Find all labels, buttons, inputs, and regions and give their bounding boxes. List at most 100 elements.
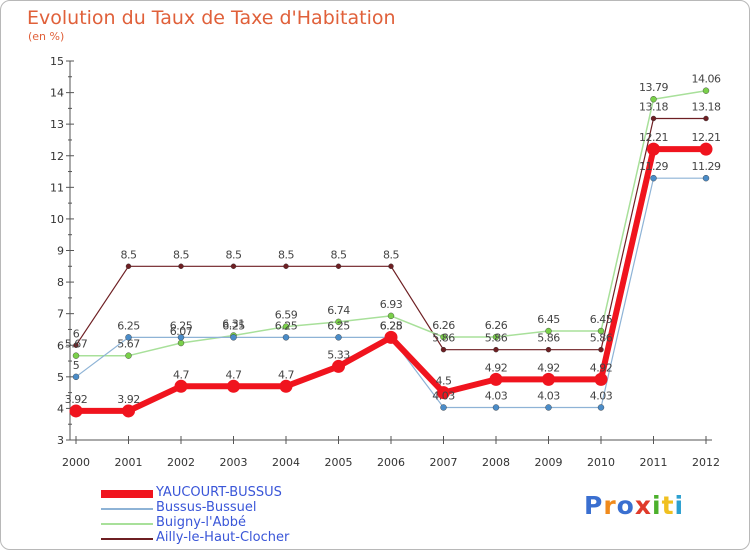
label-ailly-le-haut-clocher-2000: 6 [73,327,80,340]
label-yaucourt-bussus-2006: 6.25 [380,319,403,332]
point-yaucourt-bussus-2012 [699,142,713,156]
x-tick-label-2008: 2008 [482,456,510,469]
label-yaucourt-bussus-2011: 12.21 [639,131,668,144]
label-bussus-bussuel-2010: 4.03 [590,389,613,402]
label-buigny-l-abb-2008: 6.26 [485,319,508,332]
point-yaucourt-bussus-2011 [647,142,660,156]
legend-label: YAUCOURT-BUSSUS [156,485,282,500]
point-yaucourt-bussus-2008 [489,372,503,386]
point-buigny-l-abb-2012 [702,87,710,94]
y-tick-label-8: 8 [57,276,64,289]
label-bussus-bussuel-2011: 11.29 [639,160,668,173]
y-tick-label-5: 5 [57,371,64,384]
legend-label: Bussus-Bussuel [156,500,257,515]
legend-swatch [101,490,153,498]
x-tick-label-2009: 2009 [535,456,563,469]
label-buigny-l-abb-2001: 5.67 [117,338,140,351]
point-buigny-l-abb-2004 [282,323,290,330]
y-tick-label-4: 4 [57,402,64,415]
label-bussus-bussuel-2001: 6.25 [117,319,140,332]
point-ailly-le-haut-clocher-2004 [283,263,289,269]
point-bussus-bussuel-2007 [440,404,447,411]
y-tick-label-13: 13 [50,118,64,131]
point-bussus-bussuel-2003 [230,334,237,341]
label-ailly-le-haut-clocher-2010: 5.86 [590,332,613,345]
label-bussus-bussuel-2002: 6.25 [170,319,193,332]
point-yaucourt-bussus-2010 [594,372,608,386]
point-buigny-l-abb-2008 [492,333,500,341]
point-ailly-le-haut-clocher-2000 [73,342,79,348]
point-buigny-l-abb-2007 [440,333,447,341]
logo-letter: r [603,491,617,520]
point-bussus-bussuel-2005 [335,334,342,341]
point-ailly-le-haut-clocher-2007 [440,346,447,353]
label-yaucourt-bussus-2005: 5.33 [327,348,350,361]
y-tick-label-3: 3 [57,434,64,447]
point-ailly-le-haut-clocher-2005 [335,263,342,269]
proxiti-logo: Proxiti [584,491,684,520]
point-ailly-le-haut-clocher-2006 [388,263,394,269]
logo-letter: x [634,491,652,520]
x-tick-label-2003: 2003 [220,456,248,469]
label-buigny-l-abb-2005: 6.74 [327,304,350,317]
logo-letter: t [661,491,675,520]
label-yaucourt-bussus-2012: 12.21 [692,131,721,144]
point-buigny-l-abb-2010 [597,327,605,335]
label-bussus-bussuel-2005: 6.25 [327,319,350,332]
point-buigny-l-abb-2002 [177,339,185,347]
point-buigny-l-abb-2001 [125,352,132,359]
label-buigny-l-abb-2003: 6.31 [222,317,245,330]
label-bussus-bussuel-2003: 6.25 [222,319,245,332]
point-buigny-l-abb-2011 [650,96,657,103]
point-bussus-bussuel-2012 [702,174,710,182]
point-ailly-le-haut-clocher-2009 [545,346,552,353]
label-bussus-bussuel-2012: 11.29 [692,160,721,173]
x-tick-label-2000: 2000 [62,456,90,469]
label-bussus-bussuel-2004: 6.25 [275,319,298,332]
point-bussus-bussuel-2011 [650,174,657,182]
label-bussus-bussuel-2000: 5 [73,359,80,372]
label-buigny-l-abb-2004: 6.59 [275,309,298,322]
legend-label: Ailly-le-Haut-Clocher [156,530,290,545]
point-ailly-le-haut-clocher-2010 [598,346,604,353]
point-yaucourt-bussus-2004 [279,379,293,393]
logo-letter: i [652,491,662,520]
y-tick-label-6: 6 [57,339,64,352]
label-bussus-bussuel-2008: 4.03 [485,389,508,402]
point-yaucourt-bussus-2001 [122,404,135,418]
point-buigny-l-abb-2006 [387,312,395,320]
label-ailly-le-haut-clocher-2011: 13.18 [639,100,668,113]
y-tick-label-7: 7 [57,308,64,321]
x-tick-label-2012: 2012 [692,456,720,469]
label-yaucourt-bussus-2009: 4.92 [537,361,560,374]
logo-letter: o [616,491,635,520]
label-yaucourt-bussus-2002: 4.7 [173,368,189,381]
series-markers [69,87,713,418]
point-yaucourt-bussus-2009 [542,372,555,386]
label-ailly-le-haut-clocher-2007: 5.86 [432,332,455,345]
point-bussus-bussuel-2004 [282,334,290,341]
label-bussus-bussuel-2007: 4.03 [432,389,455,402]
label-buigny-l-abb-2009: 6.45 [537,313,560,326]
label-yaucourt-bussus-2008: 4.92 [485,361,508,374]
y-tick-label-11: 11 [50,181,64,194]
label-yaucourt-bussus-2007: 4.5 [436,375,452,388]
chart-title: Evolution du Taux de Taxe d'Habitation [27,7,396,29]
label-ailly-le-haut-clocher-2006: 8.5 [383,248,399,261]
label-ailly-le-haut-clocher-2003: 8.5 [226,248,242,261]
point-yaucourt-bussus-2005 [332,359,345,373]
label-ailly-le-haut-clocher-2004: 8.5 [278,248,294,261]
x-tick-label-2004: 2004 [272,456,300,469]
label-buigny-l-abb-2011: 13.79 [639,81,668,94]
x-tick-label-2001: 2001 [115,456,143,469]
point-yaucourt-bussus-2003 [227,379,240,393]
point-bussus-bussuel-2000 [72,373,80,381]
x-tick-label-2007: 2007 [430,456,458,469]
data-labels: 6 8.5 8.5 8.5 8.5 8.5 8.5 5.86 5.86 5.86 5.86 13.18… [65,73,722,406]
legend-swatch [101,523,153,525]
label-ailly-le-haut-clocher-2002: 8.5 [173,248,189,261]
point-bussus-bussuel-2002 [177,334,185,341]
